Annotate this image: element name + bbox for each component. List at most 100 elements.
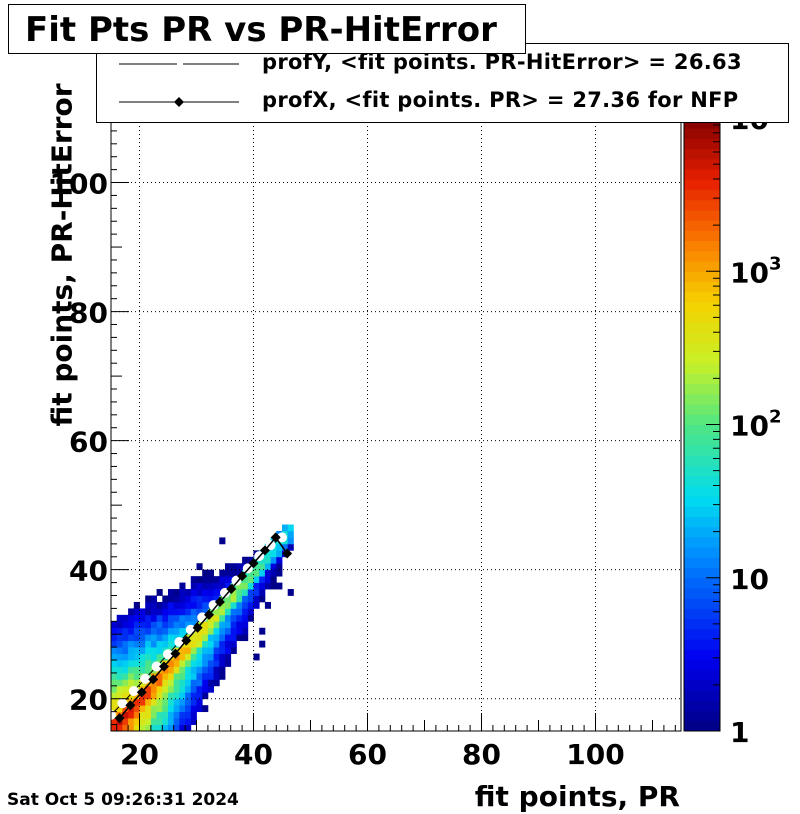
heatmap-cell [122,672,129,680]
heatmap-cell [230,608,237,616]
heatmap-cell [225,627,232,635]
legend-line-symbol [119,63,239,65]
colorbar-segment [684,516,720,528]
heatmap-cell [128,718,135,725]
heatmap-cell [179,724,186,732]
heatmap-cell [253,653,260,661]
heatmap-cell [150,698,157,706]
heatmap-cell [196,647,203,654]
heatmap-cell [179,601,186,609]
profx-point [237,571,248,582]
colorbar-segment [684,250,720,262]
heatmap-cell [145,679,152,687]
heatmap-cell [111,698,118,706]
heatmap-cell [225,595,232,603]
heatmap-cell [213,647,220,654]
heatmap-cell [111,653,118,661]
heatmap-cell [116,666,123,674]
heatmap-cell [213,614,220,622]
heatmap-cell [145,718,152,725]
heatmap-cell [173,608,180,616]
heatmap-cell [219,582,226,590]
heatmap-cell [156,627,163,635]
heatmap-cell [242,556,249,564]
heatmap-cell [162,705,169,713]
heatmap-cell [116,640,123,648]
heatmap-cell [133,647,140,654]
heatmap-cell [116,647,123,654]
y-tick-label: 60 [69,426,108,459]
heatmap-cell [230,640,237,648]
heatmap-cell [219,614,226,622]
heatmap-cell [168,634,175,642]
colorbar-segment [684,628,720,640]
heatmap-cell [179,589,186,596]
heatmap-cell [156,692,163,700]
colorbar-segment [684,475,720,487]
heatmap-cell [168,601,175,609]
heatmap-cell [145,666,152,674]
heatmap-cell [185,679,192,687]
heatmap-cell [236,614,243,622]
profx-point [270,532,281,543]
heatmap-cell [185,595,192,603]
heatmap-cell [202,627,209,635]
heatmap-cell [168,621,175,629]
heatmap-cell [190,718,197,725]
colorbar-segment [684,271,720,282]
heatmap-cell [247,601,254,609]
heatmap-cell [230,614,237,622]
colorbar-segment [684,230,720,242]
heatmap-cell [133,711,140,719]
heatmap-cell [145,724,152,732]
heatmap-cell [145,660,152,667]
heatmap-cell [242,582,249,590]
legend-line-marker-symbol [119,97,239,107]
colorbar-segment [684,455,720,466]
heatmap-cell [196,653,203,661]
heatmap-cell [213,634,220,642]
heatmap-cell [253,601,260,609]
heatmap-cell [111,718,118,725]
heatmap-cell [190,692,197,700]
heatmap-cell [230,563,237,571]
colorbar-segment [684,465,720,477]
heatmap-cell [150,711,157,719]
heatmap-cell [219,634,226,642]
heatmap-cell [259,589,266,596]
heatmap-cell [128,666,135,674]
heatmap-cell [162,595,169,603]
heatmap-cell [162,614,169,622]
colorbar-segment [684,373,720,385]
heatmap-cell [133,601,140,609]
heatmap-cell [185,692,192,700]
heatmap-cell [185,621,192,629]
heatmap-cell [185,724,192,732]
heatmap-cell [213,576,220,583]
heatmap-cell [185,698,192,706]
heatmap-cell [247,569,254,577]
colorbar-label: 103 [730,253,782,289]
heatmap-cell [225,608,232,616]
heatmap-cell [139,705,146,713]
heatmap-cell [122,666,129,674]
heatmap-cell [213,589,220,596]
heatmap-cell [196,660,203,667]
heatmap-cell [196,576,203,583]
heatmap-cell [270,582,277,590]
heatmap-cell [156,705,163,713]
heatmap-cell [150,640,157,648]
heatmap-cell [111,724,118,732]
heatmap-cell [276,563,283,571]
heatmap-cell [179,608,186,616]
heatmap-cell [236,569,243,577]
colorbar-segment [684,536,720,548]
heatmap-cell [111,634,118,642]
heatmap-cell [190,660,197,667]
profx-point [226,584,237,595]
heatmap-cell [259,556,266,564]
heatmap-cell [247,608,254,616]
heatmap-cell [162,634,169,642]
heatmap-cell [122,679,129,687]
colorbar-segment [684,690,720,701]
